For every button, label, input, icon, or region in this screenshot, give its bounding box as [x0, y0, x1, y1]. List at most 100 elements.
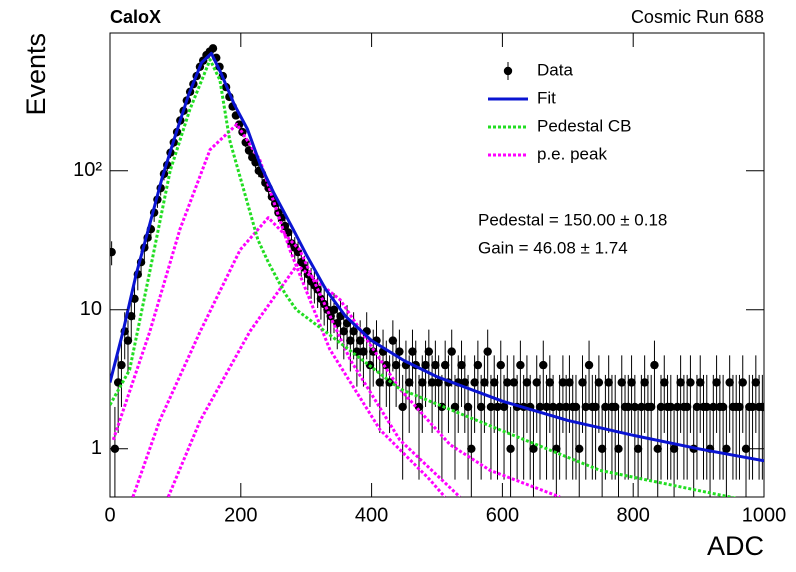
data-point — [277, 213, 286, 222]
data-point — [457, 360, 466, 370]
data-point — [650, 360, 659, 370]
data-point — [405, 378, 414, 387]
data-point — [493, 402, 502, 412]
data-point — [709, 402, 718, 412]
data-point — [637, 402, 646, 412]
chart-subtitle: Cosmic Run 688 — [631, 7, 764, 27]
data-point — [395, 347, 404, 356]
data-point — [424, 347, 434, 356]
fit-curve — [110, 58, 738, 497]
legend-label: Fit — [537, 88, 556, 107]
data-point — [676, 378, 685, 387]
data-point — [722, 444, 731, 453]
x-axis-label: ADC — [707, 531, 764, 561]
x-tick-label: 0 — [104, 504, 115, 526]
data-point — [725, 378, 734, 387]
data-point — [633, 444, 643, 453]
data-point — [696, 378, 705, 387]
data-point — [539, 360, 548, 370]
data-point — [597, 444, 607, 453]
data-point — [758, 402, 764, 412]
data-point — [558, 378, 568, 387]
data-point — [427, 378, 437, 387]
data-point — [669, 444, 679, 453]
data-point — [421, 360, 430, 370]
data-point — [499, 402, 509, 412]
data-point — [751, 378, 761, 387]
y-tick-label: 10² — [73, 159, 102, 181]
legend-label: Pedestal CB — [537, 116, 632, 135]
data-point — [123, 336, 133, 345]
data-point — [463, 402, 473, 412]
data-point — [682, 402, 692, 412]
data-point — [617, 378, 626, 387]
data-point — [666, 402, 676, 412]
data-point — [391, 360, 401, 370]
data-point — [522, 378, 532, 387]
data-point — [476, 402, 486, 412]
fit-curve — [110, 51, 764, 463]
data-point — [735, 402, 744, 412]
data-point — [486, 402, 496, 412]
data-point — [630, 402, 640, 412]
chart-title: CaloX — [110, 7, 161, 27]
data-point — [532, 378, 541, 387]
data-point — [490, 378, 499, 387]
x-tick-label: 200 — [224, 504, 257, 526]
data-point — [127, 311, 136, 321]
data-point — [117, 360, 126, 370]
data-point — [656, 402, 666, 412]
fit-curve — [131, 216, 461, 497]
data-point — [496, 360, 505, 370]
data-point — [591, 402, 600, 412]
y-tick-label: 1 — [91, 437, 102, 459]
data-point — [571, 402, 581, 412]
data-point — [467, 444, 476, 453]
data-point — [545, 378, 555, 387]
x-tick-label: 600 — [486, 504, 519, 526]
data-point — [208, 44, 218, 53]
data-point — [542, 402, 551, 412]
data-point — [738, 378, 747, 387]
data-point — [398, 402, 407, 412]
data-point — [686, 378, 695, 387]
data-point — [673, 402, 682, 412]
data-point — [349, 327, 358, 336]
data-point — [359, 347, 368, 356]
x-tick-label: 1000 — [742, 504, 787, 526]
data-point — [355, 336, 365, 345]
data-point — [509, 378, 519, 387]
data-point — [561, 402, 571, 412]
data-point — [339, 327, 349, 336]
plot-frame — [109, 32, 765, 498]
data-point — [604, 378, 613, 387]
data-point — [480, 378, 489, 387]
x-tick-label: 800 — [617, 504, 650, 526]
legend-label: Data — [537, 60, 573, 79]
plot-area — [110, 44, 764, 497]
fit-curve — [166, 263, 561, 497]
data-point — [555, 402, 564, 412]
data-point — [431, 360, 440, 370]
data-point — [646, 402, 656, 412]
data-point — [434, 378, 443, 387]
annotation: Pedestal = 150.00 ± 0.18 — [478, 210, 667, 229]
data-point — [506, 444, 515, 453]
data-point — [614, 444, 623, 453]
data-point — [611, 402, 620, 412]
data-point — [578, 378, 587, 387]
data-point — [624, 402, 633, 412]
data-point — [470, 378, 479, 387]
legend-label: p.e. peak — [537, 144, 607, 163]
data-point — [712, 378, 721, 387]
data-point — [601, 402, 610, 412]
data-point — [581, 402, 590, 412]
x-tick-label: 400 — [355, 504, 388, 526]
annotation: Gain = 46.08 ± 1.74 — [478, 238, 628, 257]
y-tick-label: 10 — [80, 298, 102, 320]
data-point — [346, 336, 355, 345]
data-point — [440, 360, 450, 370]
data-point — [548, 402, 558, 412]
data-point — [503, 378, 512, 387]
data-point — [447, 347, 456, 356]
